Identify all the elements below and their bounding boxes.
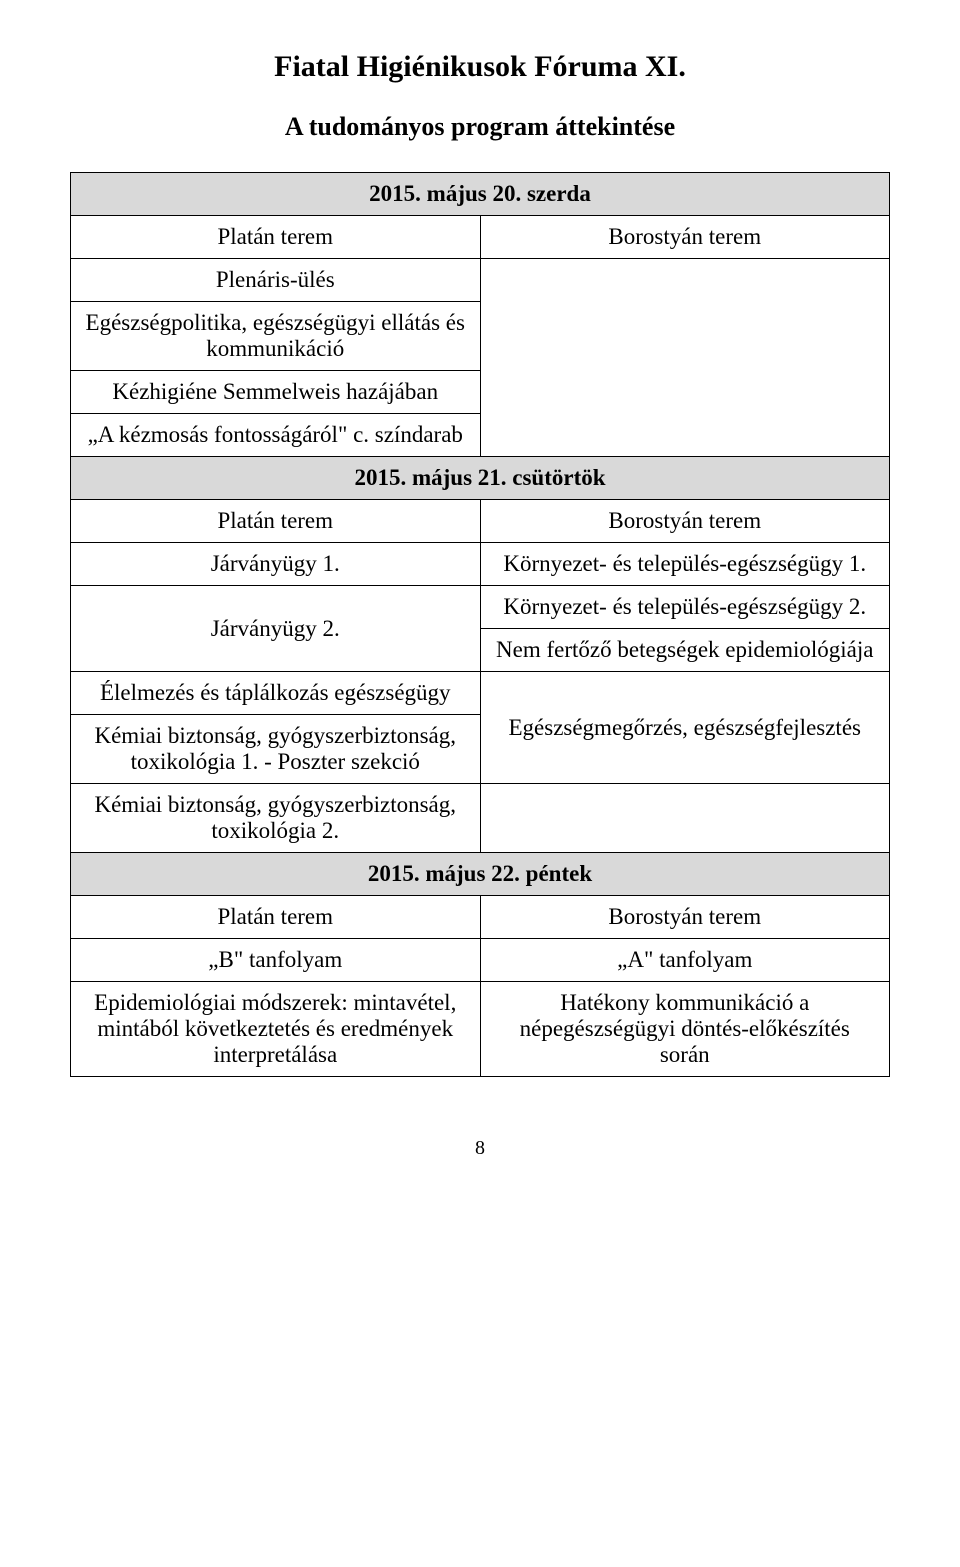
day2-date: 2015. május 21. csütörtök — [71, 457, 890, 500]
day1-date: 2015. május 20. szerda — [71, 173, 890, 216]
day2-left-session-2: Járványügy 2. — [71, 586, 481, 672]
day2-right-session-4: Egészségmegőrzés, egészségfejlesztés — [480, 672, 890, 784]
day2-right-session-1: Környezet- és település-egészségügy 1. — [480, 543, 890, 586]
day3-right-session-1: „A" tanfolyam — [480, 939, 890, 982]
day2-left-session-4: Kémiai biztonság, gyógyszerbiztonság, to… — [71, 715, 481, 784]
day2-left-session-3: Élelmezés és táplálkozás egészségügy — [71, 672, 481, 715]
day3-date-row: 2015. május 22. péntek — [71, 853, 890, 896]
day1-date-row: 2015. május 20. szerda — [71, 173, 890, 216]
day1-right-empty — [480, 259, 890, 457]
day3-left-session-2: Epidemiológiai módszerek: mintavétel, mi… — [71, 982, 481, 1077]
day3-right-room: Borostyán terem — [480, 896, 890, 939]
day2-left-session-5: Kémiai biztonság, gyógyszerbiztonság, to… — [71, 784, 481, 853]
day2-date-row: 2015. május 21. csütörtök — [71, 457, 890, 500]
day1-left-session-3: Kézhigiéne Semmelweis hazájában — [71, 371, 481, 414]
day3-date: 2015. május 22. péntek — [71, 853, 890, 896]
document-page: Fiatal Higiénikusok Fóruma XI. A tudomán… — [0, 0, 960, 1200]
day1-rooms-row: Platán terem Borostyán terem — [71, 216, 890, 259]
day2-left-room: Platán terem — [71, 500, 481, 543]
day3-right-session-2: Hatékony kommunikáció a népegészségügyi … — [480, 982, 890, 1077]
day3-left-room: Platán terem — [71, 896, 481, 939]
day2-left-session-1: Járványügy 1. — [71, 543, 481, 586]
day2-right-room: Borostyán terem — [480, 500, 890, 543]
page-subtitle: A tudományos program áttekintése — [70, 112, 890, 142]
day1-left-room: Platán terem — [71, 216, 481, 259]
day1-left-session-1: Plenáris-ülés — [71, 259, 481, 302]
table-row: Epidemiológiai módszerek: mintavétel, mi… — [71, 982, 890, 1077]
day1-left-session-4: „A kézmosás fontosságáról" c. színdarab — [71, 414, 481, 457]
page-number: 8 — [70, 1137, 890, 1160]
table-row: Élelmezés és táplálkozás egészségügy Egé… — [71, 672, 890, 715]
table-row: „B" tanfolyam „A" tanfolyam — [71, 939, 890, 982]
day2-right-empty — [480, 784, 890, 853]
day1-left-session-2: Egészségpolitika, egészségügyi ellátás é… — [71, 302, 481, 371]
day2-rooms-row: Platán terem Borostyán terem — [71, 500, 890, 543]
day2-right-session-3: Nem fertőző betegségek epidemiológiája — [480, 629, 890, 672]
table-row: Plenáris-ülés — [71, 259, 890, 302]
table-row: Járványügy 1. Környezet- és település-eg… — [71, 543, 890, 586]
schedule-table: 2015. május 20. szerda Platán terem Boro… — [70, 172, 890, 1077]
day1-right-room: Borostyán terem — [480, 216, 890, 259]
table-row: Kémiai biztonság, gyógyszerbiztonság, to… — [71, 784, 890, 853]
page-title: Fiatal Higiénikusok Fóruma XI. — [70, 50, 890, 84]
table-row: Járványügy 2. Környezet- és település-eg… — [71, 586, 890, 629]
day2-right-session-2: Környezet- és település-egészségügy 2. — [480, 586, 890, 629]
day3-rooms-row: Platán terem Borostyán terem — [71, 896, 890, 939]
day3-left-session-1: „B" tanfolyam — [71, 939, 481, 982]
